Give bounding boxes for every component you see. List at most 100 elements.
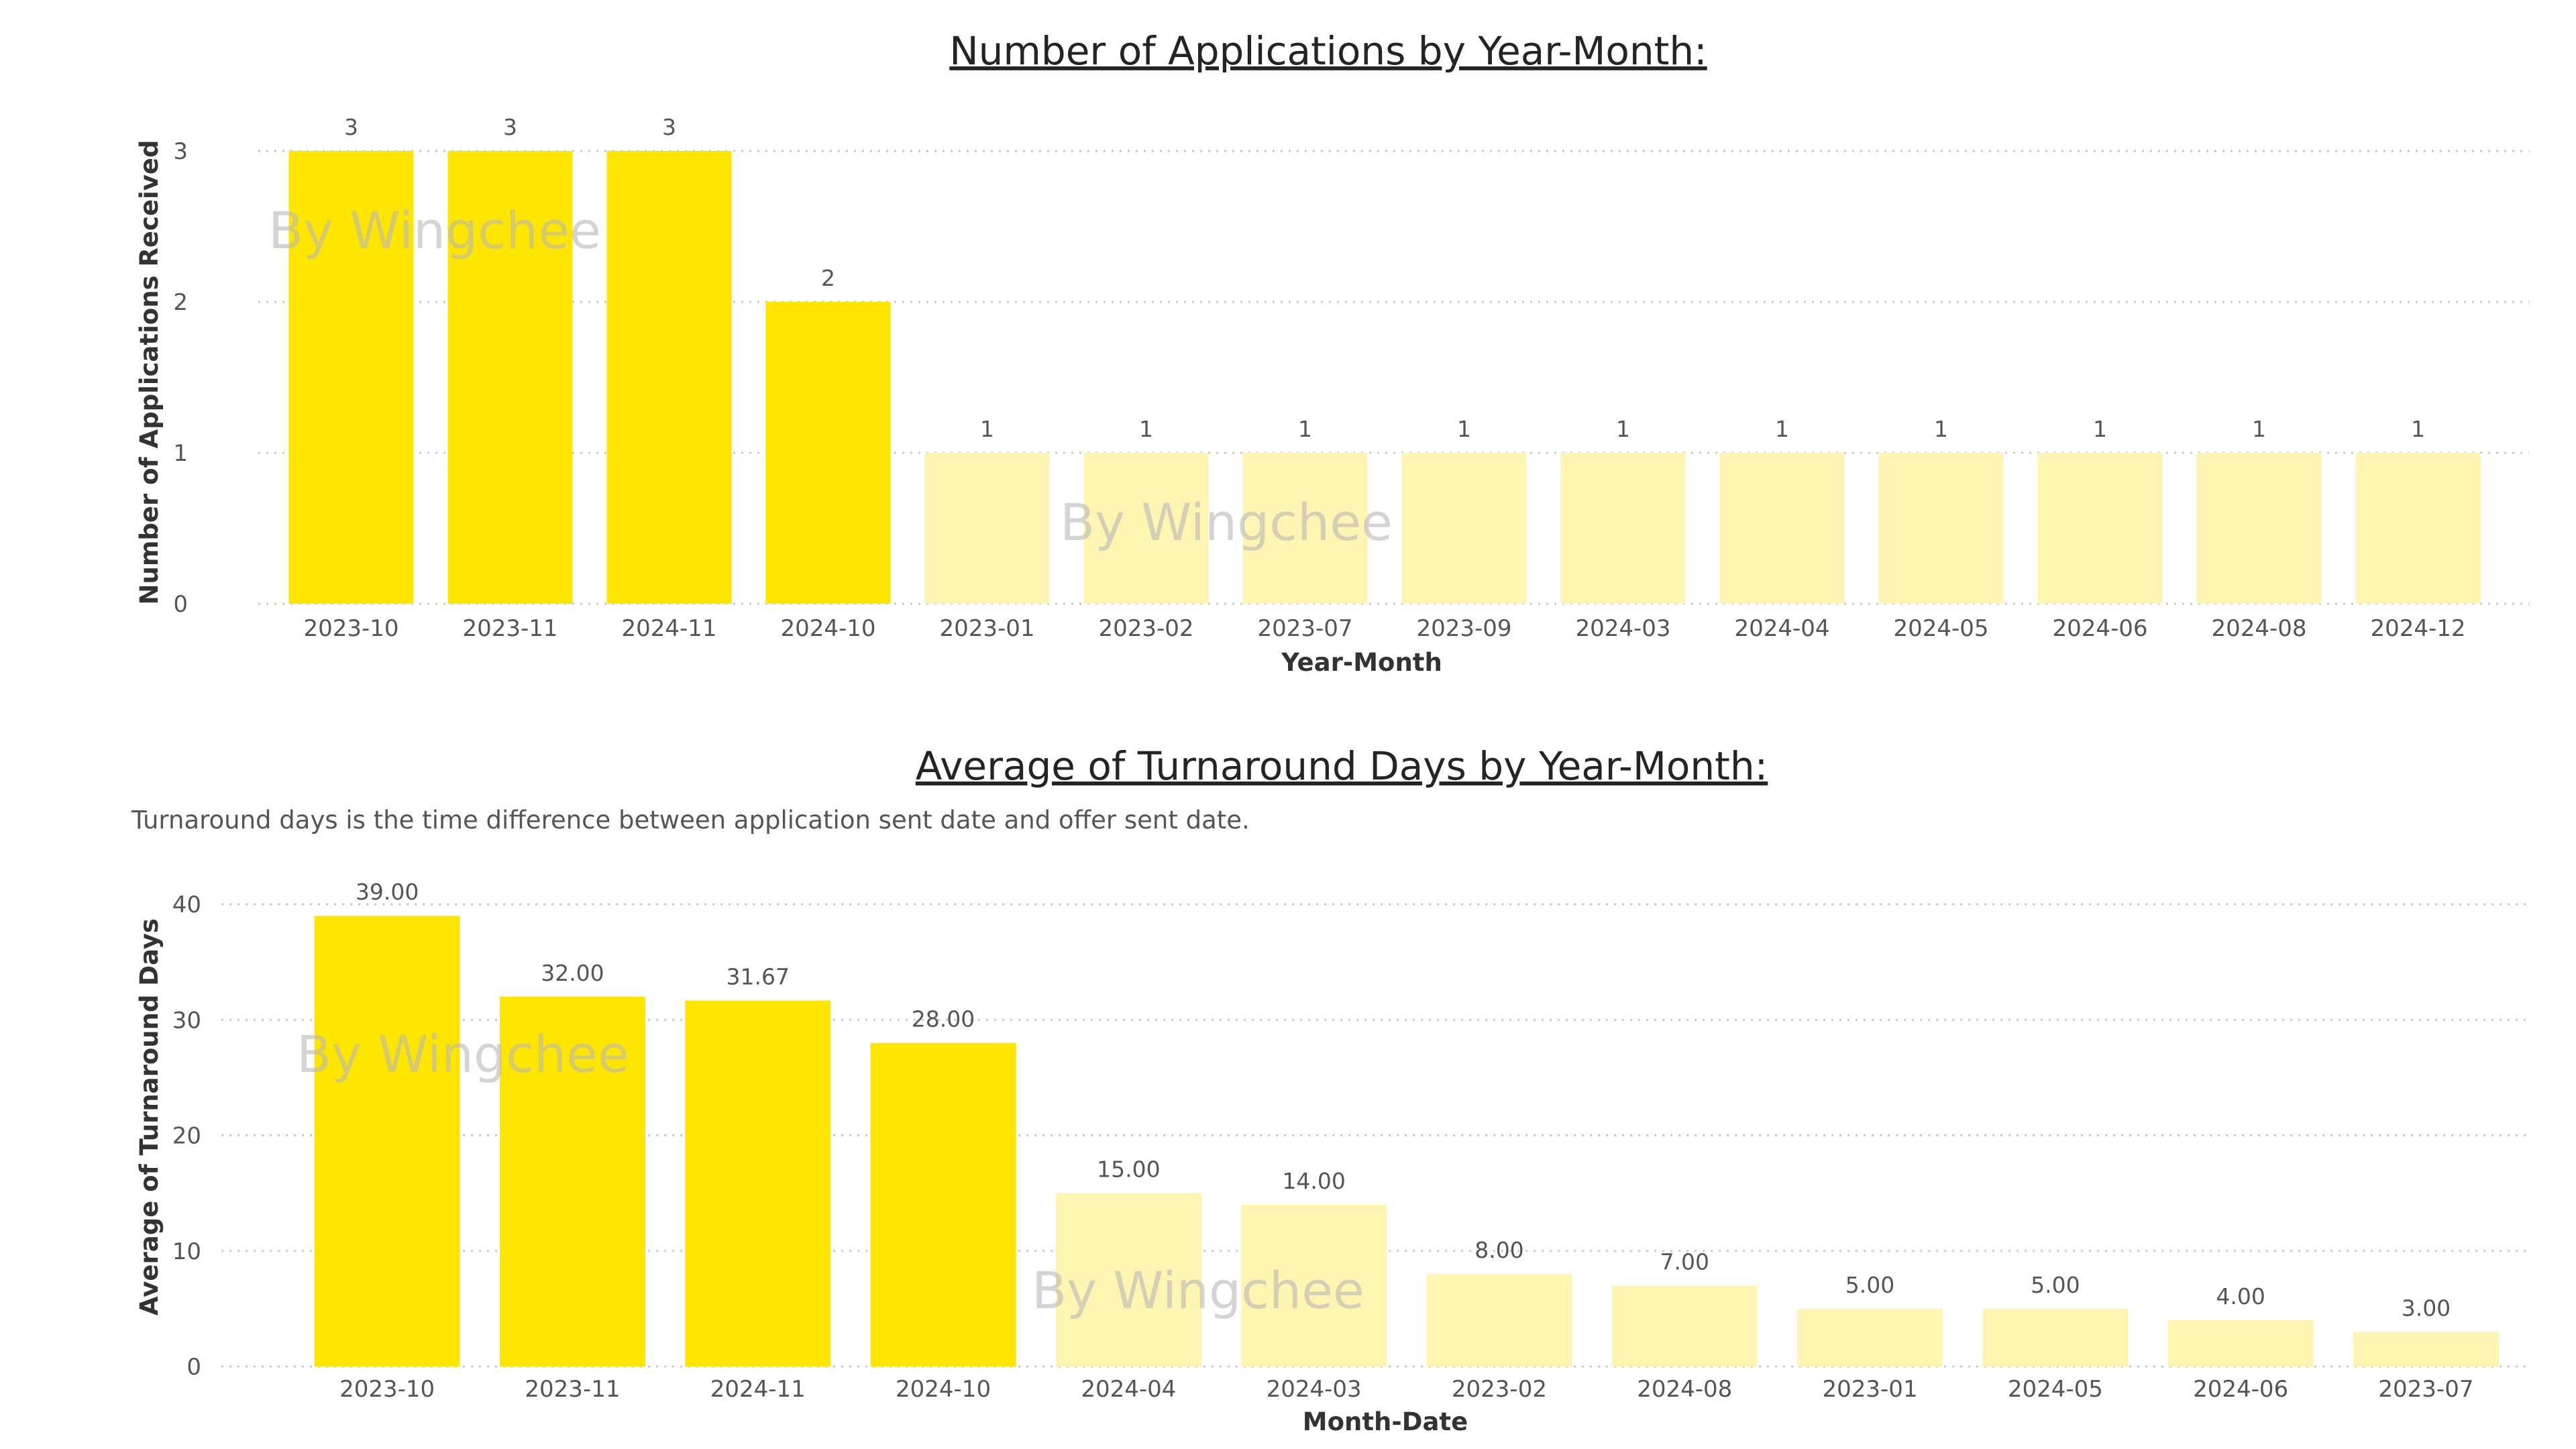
data-label: 1 [2252, 416, 2266, 442]
data-label: 3 [503, 114, 517, 140]
data-label: 2 [821, 265, 835, 291]
x-tick-label: 2024-06 [2052, 615, 2147, 642]
bar-2024-03[interactable] [1241, 1204, 1387, 1366]
chart-title: Average of Turnaround Days by Year-Month… [916, 743, 1768, 789]
x-tick-label: 2023-09 [1416, 615, 1511, 642]
x-tick-label: 2024-08 [2211, 615, 2306, 642]
data-labels: 3 3 3 2 1 1 1 1 1 1 1 1 1 1 [344, 114, 2425, 442]
bar-2023-07[interactable] [1242, 453, 1368, 604]
x-tick-label: 2024-12 [2370, 615, 2465, 642]
y-tick-label: 2 [173, 289, 188, 316]
watermark: By Wingchee [297, 1024, 629, 1084]
y-axis-title: Average of Turnaround Days [135, 918, 164, 1316]
x-tick-label: 2024-06 [2193, 1376, 2288, 1403]
bars [288, 151, 2481, 604]
watermark: By Wingchee [1032, 1260, 1364, 1320]
y-tick-label: 30 [172, 1007, 201, 1034]
x-tick-label: 2023-07 [2378, 1376, 2473, 1403]
data-label: 8.00 [1474, 1237, 1523, 1263]
x-tick-label: 2024-10 [780, 615, 875, 642]
x-axis-ticks: 2023-10 2023-11 2024-11 2024-10 2024-04 2024-… [339, 1376, 2473, 1403]
y-tick-label: 1 [173, 440, 188, 467]
data-label: 32.00 [541, 960, 604, 986]
data-label: 3.00 [2402, 1295, 2451, 1321]
bar-2024-06[interactable] [2167, 1320, 2314, 1366]
chart-title: Number of Applications by Year-Month: [949, 28, 1707, 74]
data-label: 15.00 [1097, 1157, 1160, 1183]
watermark: By Wingchee [1060, 492, 1393, 552]
x-tick-label: 2024-10 [896, 1376, 991, 1403]
bar-2024-04[interactable] [1719, 453, 1845, 604]
x-axis-ticks: 2023-10 2023-11 2024-11 2024-10 2023-01 2023-… [303, 615, 2465, 642]
x-tick-label: 2023-01 [1823, 1376, 1918, 1403]
y-tick-label: 10 [172, 1238, 201, 1265]
x-tick-label: 2024-08 [1637, 1376, 1732, 1403]
data-label: 1 [1616, 416, 1630, 442]
bar-2024-03[interactable] [1560, 453, 1686, 604]
data-label: 5.00 [1845, 1272, 1894, 1298]
data-label: 1 [1457, 416, 1471, 442]
bar-2023-10[interactable] [314, 916, 460, 1366]
bar-2023-11[interactable] [447, 151, 573, 604]
bar-2024-08[interactable] [1611, 1285, 1758, 1366]
bar-2024-11[interactable] [685, 1000, 831, 1366]
data-label: 1 [1775, 416, 1789, 442]
x-tick-label: 2023-11 [525, 1376, 620, 1403]
y-tick-label: 40 [172, 892, 201, 918]
data-label: 1 [2411, 416, 2425, 442]
data-label: 4.00 [2216, 1283, 2265, 1309]
data-label: 3 [662, 114, 676, 140]
x-tick-label: 2024-11 [710, 1376, 806, 1403]
bar-2024-08[interactable] [2196, 453, 2322, 604]
bar-2024-04[interactable] [1055, 1193, 1201, 1366]
data-labels: 39.00 32.00 31.67 28.00 15.00 14.00 8.00 7.00 5.… [356, 879, 2451, 1321]
x-axis-title: Month-Date [1303, 1407, 1468, 1436]
x-tick-label: 2023-01 [939, 615, 1034, 642]
x-tick-label: 2023-02 [1098, 615, 1193, 642]
y-axis-ticks: 0 1 2 3 [173, 138, 188, 618]
data-label: 31.67 [727, 963, 790, 989]
x-tick-label: 2023-11 [462, 615, 557, 642]
bar-2023-11[interactable] [499, 996, 645, 1366]
bars [314, 916, 2499, 1366]
x-tick-label: 2024-03 [1575, 615, 1670, 642]
data-label: 1 [980, 416, 994, 442]
x-tick-label: 2024-03 [1267, 1376, 1362, 1403]
bar-2023-07[interactable] [2353, 1332, 2499, 1366]
y-axis-ticks: 0 10 20 30 40 [172, 892, 201, 1381]
bar-2023-02[interactable] [1083, 453, 1209, 604]
data-label: 1 [2093, 416, 2107, 442]
bar-2024-06[interactable] [2037, 453, 2163, 604]
y-tick-label: 0 [186, 1354, 201, 1381]
bar-2024-10[interactable] [765, 302, 891, 604]
y-tick-label: 0 [173, 591, 188, 618]
data-label: 7.00 [1660, 1248, 1709, 1275]
chart-subtitle: Turnaround days is the time difference b… [131, 806, 1250, 835]
bar-2024-05[interactable] [1982, 1308, 2129, 1366]
data-label: 3 [344, 114, 358, 140]
bar-2023-01[interactable] [1797, 1308, 1943, 1366]
bar-2024-10[interactable] [870, 1042, 1016, 1366]
bar-2023-09[interactable] [1401, 453, 1527, 604]
x-tick-label: 2023-07 [1257, 615, 1352, 642]
x-tick-label: 2024-05 [1893, 615, 1988, 642]
data-label: 1 [1934, 416, 1948, 442]
y-tick-label: 20 [172, 1123, 201, 1150]
bar-2023-10[interactable] [288, 151, 414, 604]
x-axis-title: Year-Month [1281, 648, 1442, 677]
watermark: By Wingchee [268, 201, 601, 260]
data-label: 39.00 [356, 879, 419, 905]
x-tick-label: 2024-04 [1081, 1376, 1176, 1403]
x-tick-label: 2024-05 [2008, 1376, 2103, 1403]
bar-2024-12[interactable] [2355, 453, 2481, 604]
data-label: 1 [1298, 416, 1312, 442]
bar-2023-02[interactable] [1426, 1274, 1572, 1366]
bar-2024-05[interactable] [1878, 453, 2004, 604]
x-tick-label: 2023-10 [339, 1376, 435, 1403]
x-tick-label: 2024-11 [621, 615, 716, 642]
bar-2024-11[interactable] [606, 151, 732, 604]
data-label: 5.00 [2031, 1272, 2080, 1298]
x-tick-label: 2023-02 [1452, 1376, 1547, 1403]
bar-2023-01[interactable] [924, 453, 1050, 604]
